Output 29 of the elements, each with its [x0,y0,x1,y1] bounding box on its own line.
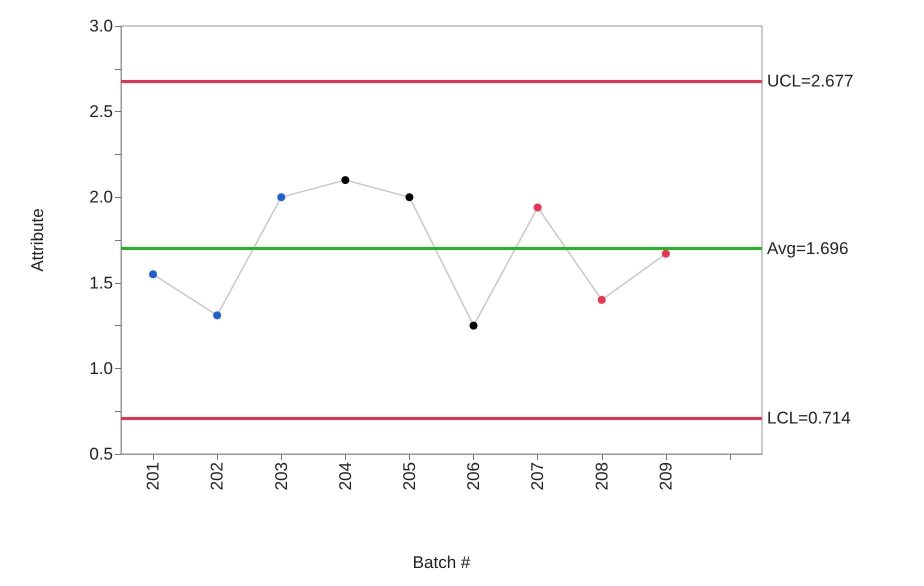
x-tick-label: 206 [464,462,484,490]
x-tick-label: 208 [592,462,612,490]
x-tick-label: 202 [208,462,227,490]
y-tick-label: 2.5 [89,102,113,122]
ref-line-label: Avg=1.696 [767,239,848,258]
x-tick-label: 209 [656,462,676,490]
point [470,322,478,330]
y-tick-label: 2.0 [89,188,113,207]
point [598,296,606,304]
point [534,203,542,212]
x-tick-label: 203 [272,462,291,490]
point [277,193,286,202]
ref-line-label: LCL=0.714 [767,408,851,428]
point [341,176,350,184]
ref-line-label: UCL=2.677 [767,71,854,90]
point [149,270,158,278]
point [213,311,222,320]
y-axis-title: Attribute [28,208,47,272]
point [662,250,670,258]
x-axis-title: Batch # [412,553,471,572]
point [405,193,414,202]
y-tick-label: 1.5 [89,273,113,292]
x-tick-label: 205 [400,462,419,490]
y-tick-label: 1.0 [89,358,113,378]
x-tick-label: 201 [144,462,163,490]
x-tick-label: 204 [336,462,355,490]
x-tick-label: 207 [528,462,548,490]
y-tick-label: 0.5 [89,444,113,464]
y-tick-label: 3.0 [89,16,113,36]
